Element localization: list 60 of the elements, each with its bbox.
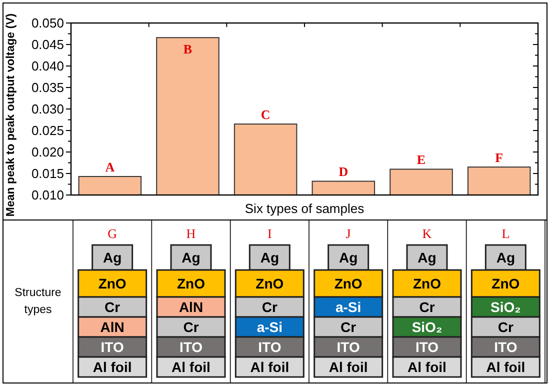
text: Cr [262, 298, 278, 315]
text: ITO [415, 338, 439, 355]
y-tick-label: 0.050 [31, 16, 64, 31]
category-label: K [422, 226, 432, 241]
text: Ag [182, 249, 200, 266]
text: Cr [419, 298, 435, 315]
text: Al foil [486, 358, 526, 375]
y-tick-label: 0.035 [31, 80, 64, 96]
text: ITO [100, 338, 124, 355]
x-tick-label: A [105, 160, 116, 175]
category-label: H [186, 226, 196, 241]
text: Al foil [172, 358, 210, 375]
text: ZnO [98, 275, 126, 292]
category-label: G [108, 226, 118, 241]
y-tick-label: 0.015 [31, 166, 64, 182]
text: SiO₂ [412, 318, 442, 335]
text: Al foil [328, 358, 368, 375]
text: Ag [418, 249, 436, 266]
x-tick-label: C [260, 107, 270, 122]
text: Cr [498, 318, 514, 335]
text: ITO [336, 338, 360, 355]
text: AlN [178, 298, 204, 315]
y-axis-title: Mean peak to peak output voltage (V) [5, 13, 17, 217]
x-tick-label: B [183, 42, 192, 57]
text: Al foil [250, 358, 290, 375]
text: a-Si [256, 318, 283, 335]
text: Structure types [14, 287, 62, 316]
y-tick-label: 0.010 [31, 188, 64, 203]
text: Ag [338, 249, 358, 266]
text: ZnO [177, 275, 205, 292]
text: ZnO [256, 275, 284, 292]
y-tick-label: 0.040 [31, 58, 64, 74]
text: Ag [496, 249, 516, 266]
category-label: J [346, 226, 351, 241]
y-tick-label: 0.020 [31, 144, 64, 160]
text: Cr [340, 318, 356, 335]
text: ITO [179, 338, 203, 355]
x-tick-label: F [495, 150, 504, 166]
category-label: L [502, 226, 510, 241]
text: Cr [104, 298, 120, 315]
x-tick-label: E [416, 152, 426, 168]
y-tick-label: 0.030 [31, 102, 64, 117]
text: ZnO [334, 275, 362, 292]
text: ITO [494, 338, 518, 355]
text: ZnO [492, 275, 520, 292]
text: ITO [258, 338, 282, 355]
x-axis-title: Six types of samples [244, 201, 365, 216]
text: SiO₂ [490, 298, 521, 315]
y-tick-label: 0.025 [31, 123, 64, 138]
text: Cr [183, 318, 199, 335]
y-tick-label: 0.045 [31, 37, 64, 52]
category-label: I [267, 226, 272, 241]
text: AlN [100, 318, 124, 335]
x-tick-label: D [338, 164, 348, 180]
text: Ag [102, 249, 122, 266]
text: Ag [260, 249, 280, 266]
text: ZnO [413, 275, 441, 292]
text: Al foil [92, 358, 132, 375]
text: a-Si [335, 298, 362, 315]
text: Al foil [408, 358, 446, 375]
